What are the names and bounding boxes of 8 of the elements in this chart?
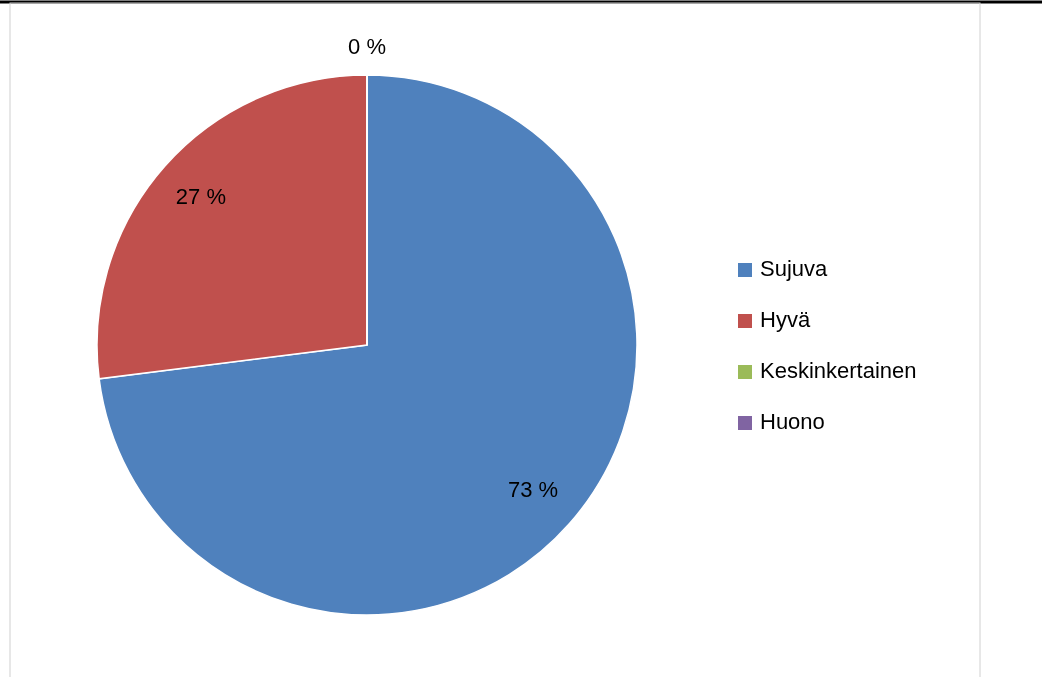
- text: 0 %: [348, 33, 386, 59]
- legend-label: Hyvä: [760, 306, 811, 332]
- pie-slice: [98, 74, 638, 616]
- data-label: 73 %: [508, 477, 559, 503]
- legend-label: Sujuva: [760, 255, 829, 281]
- legend-label: Keskinkertainen: [760, 357, 917, 383]
- data-label: 27 %: [175, 184, 226, 210]
- legend-label: Huono: [760, 408, 825, 434]
